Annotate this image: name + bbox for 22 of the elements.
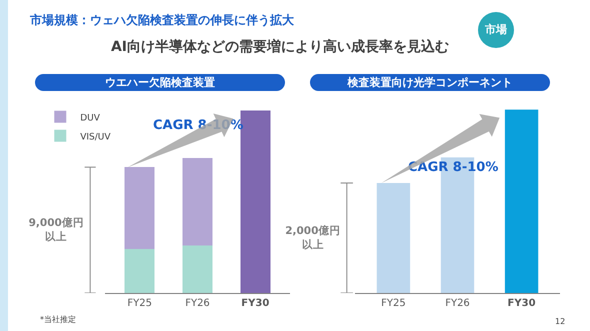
bar	[182, 246, 213, 293]
annotation: CAGR 8-10%	[408, 160, 498, 175]
legend-label: DUV	[80, 113, 101, 124]
chart-subtitle: 市場規模：ウェハ欠陥検査装置の伸長に伴う拡大	[30, 12, 294, 29]
bar	[182, 158, 213, 246]
x-tick-label: FY26	[185, 298, 210, 309]
x-tick-label: FY30	[508, 298, 536, 309]
bar	[124, 249, 155, 293]
x-tick-label: FY26	[445, 298, 470, 309]
chart-title: 検査装置向け光学コンポーネント	[310, 74, 550, 91]
chart-title: ウエハー欠陥検査装置	[35, 74, 285, 91]
text: AI向け半導体などの需要増により高い成長率を見込む	[110, 38, 450, 56]
text: 市場	[478, 12, 514, 48]
x-tick-label: FY25	[381, 298, 406, 309]
x-tick-label: FY25	[127, 298, 152, 309]
bar	[124, 167, 155, 250]
text: 9,000億円以上	[28, 216, 85, 244]
x-tick-label: FY30	[241, 298, 270, 309]
legend-label: VIS/UV	[80, 132, 112, 142]
text: 12	[555, 317, 566, 326]
text: *当社推定	[40, 314, 76, 325]
annotation: 2,000億円以上	[284, 224, 342, 252]
